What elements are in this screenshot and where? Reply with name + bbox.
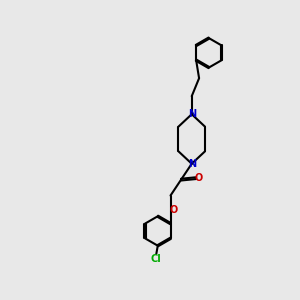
Text: N: N (188, 109, 196, 119)
Text: O: O (170, 206, 178, 215)
Text: Cl: Cl (150, 254, 161, 264)
Text: O: O (195, 173, 203, 183)
Text: N: N (188, 159, 196, 169)
